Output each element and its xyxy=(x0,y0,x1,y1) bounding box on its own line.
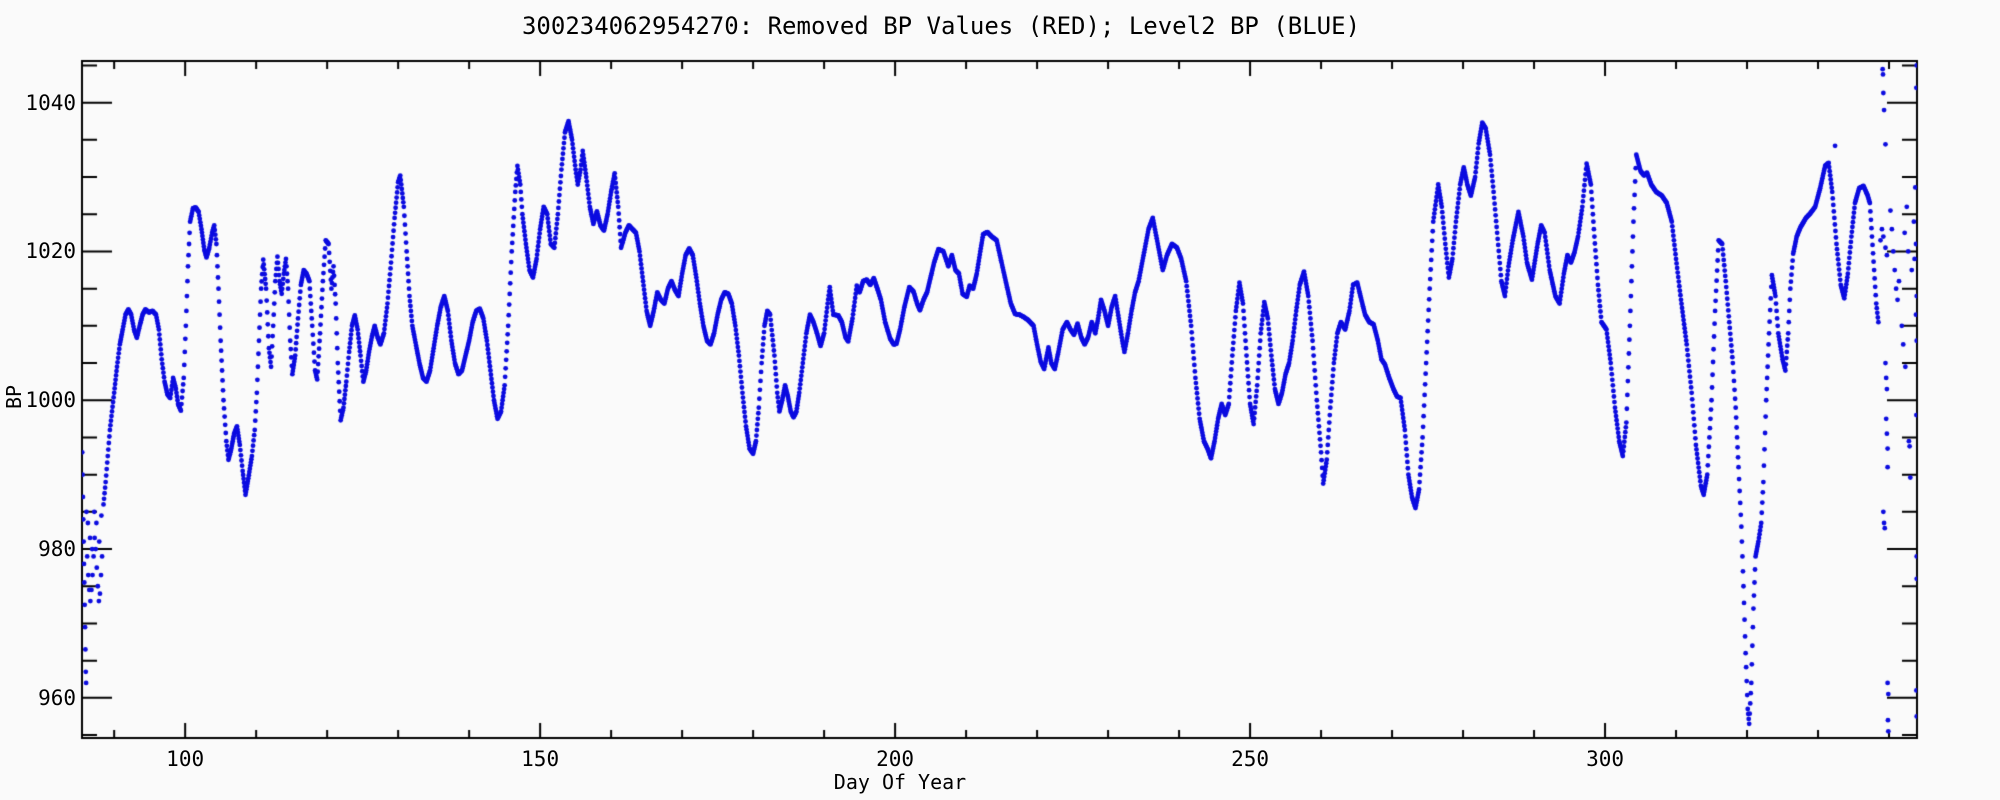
y-tick-label: 1020 xyxy=(25,239,76,264)
x-tick-label: 150 xyxy=(521,747,560,771)
y-tick-label: 980 xyxy=(38,537,76,562)
y-tick-label: 960 xyxy=(38,685,76,710)
y-tick-label: 1000 xyxy=(25,388,76,413)
chart-title: 300234062954270: Removed BP Values (RED)… xyxy=(521,12,1361,40)
x-tick-label: 250 xyxy=(1231,747,1270,771)
y-tick-label: 1040 xyxy=(25,90,76,115)
x-tick-label: 100 xyxy=(166,747,205,771)
x-axis-label: Day Of Year xyxy=(833,770,967,794)
x-tick-label: 200 xyxy=(876,747,915,771)
x-tick-label: 300 xyxy=(1586,747,1625,771)
